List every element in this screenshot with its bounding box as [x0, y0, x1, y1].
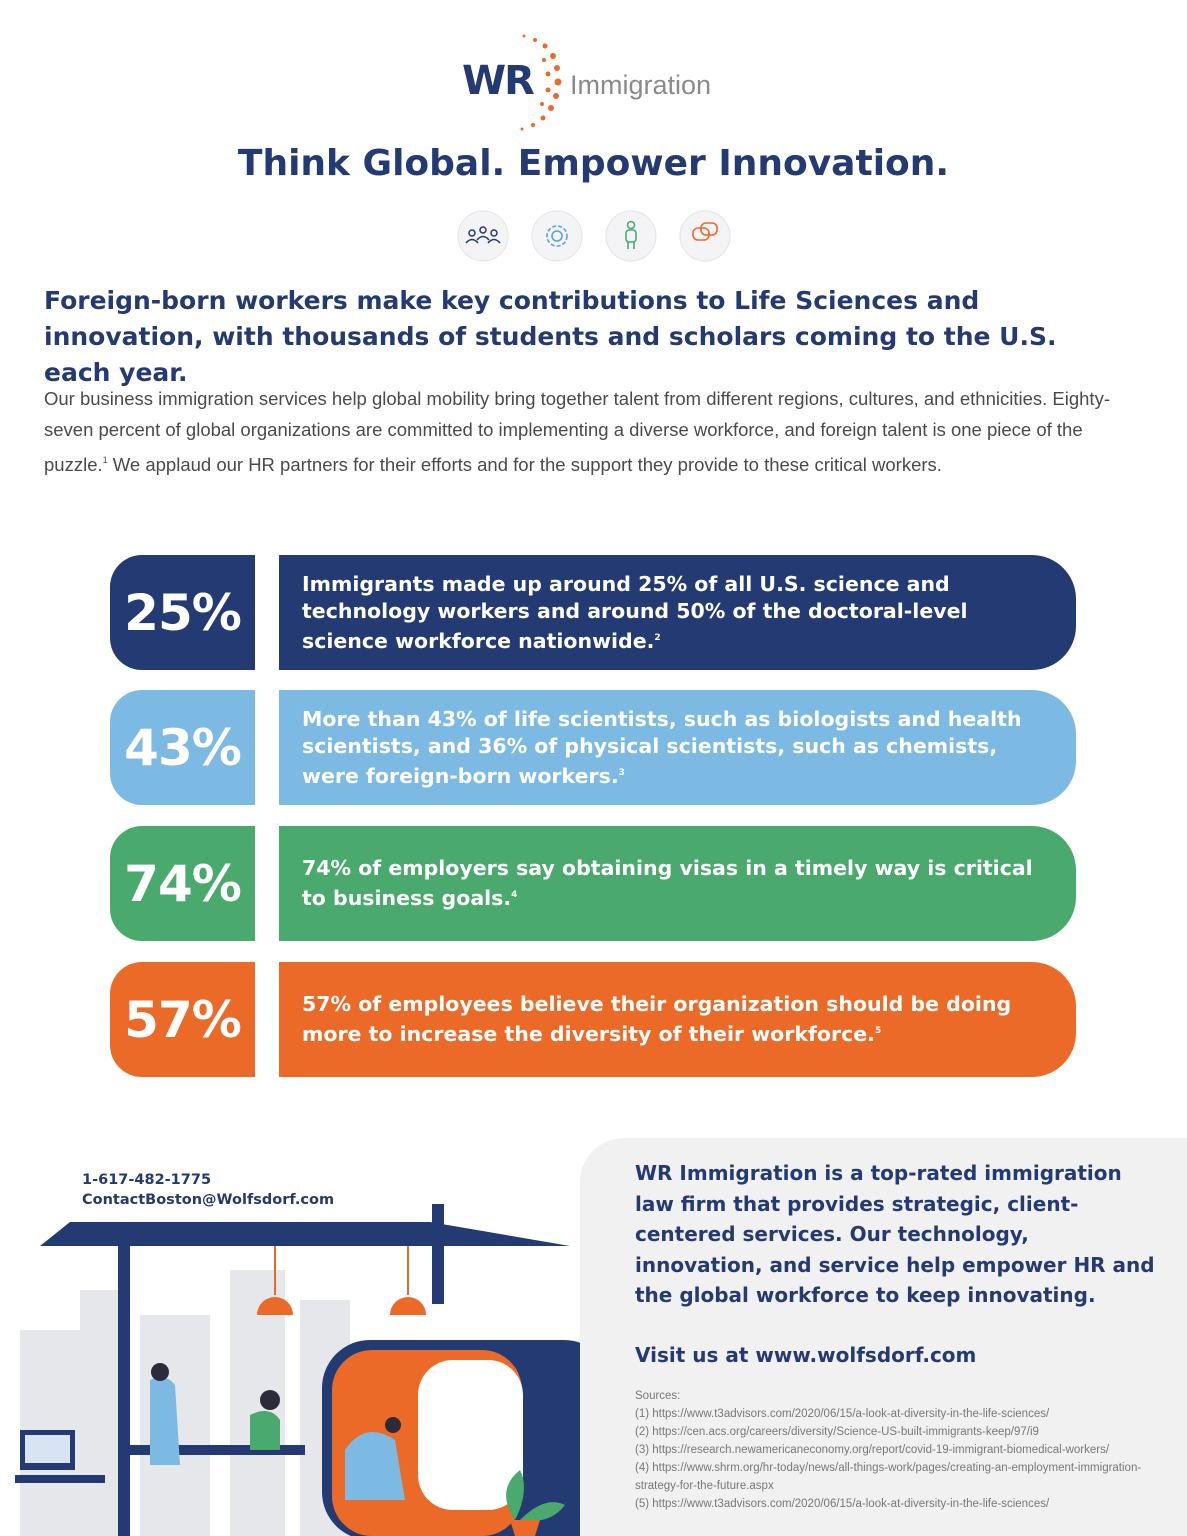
stat-box: 74% of employers say obtaining visas in …	[279, 826, 1076, 941]
stat-box: 57% of employees believe their organizat…	[279, 962, 1076, 1077]
footnote: 1	[102, 455, 108, 465]
stat-description: More than 43% of life scientists, such a…	[302, 706, 1022, 788]
stat-box: More than 43% of life scientists, such a…	[279, 690, 1076, 805]
stat-text: Immigrants made up around 25% of all U.S…	[302, 571, 1042, 655]
stat-box: Immigrants made up around 25% of all U.S…	[279, 555, 1076, 670]
stat-text: 74% of employers say obtaining visas in …	[302, 855, 1042, 912]
footnote: 3	[618, 767, 625, 778]
logo-mark: WR	[462, 58, 535, 104]
email[interactable]: ContactBoston@Wolfsdorf.com	[82, 1192, 335, 1208]
sources-title: Sources:	[635, 1390, 681, 1402]
footnote: 4	[511, 890, 518, 900]
illustration	[15, 1204, 580, 1536]
stat-description: 57% of employees believe their organizat…	[302, 992, 1012, 1046]
footnote: 5	[874, 1026, 882, 1036]
contact: 1-617-482-1775 ContactBoston@Wolfsdorf.c…	[82, 1170, 334, 1210]
intro-paragraph: Our business immigration services help g…	[44, 383, 1134, 480]
icon-row	[457, 210, 731, 262]
about-panel	[580, 1138, 1187, 1536]
footnote: 2	[654, 632, 661, 643]
source-item: (5) https://www.t3advisors.com/2020/06/1…	[635, 1498, 1050, 1510]
about-text: WR Immigration is a top-rated immigratio…	[635, 1161, 1155, 1307]
stat-text: More than 43% of life scientists, such a…	[302, 706, 1042, 790]
logo-name: Immigration	[570, 70, 712, 100]
source-item: (1) https://www.t3advisors.com/2020/06/1…	[635, 1408, 1050, 1420]
stat-description: 74% of employers say obtaining visas in …	[302, 856, 1033, 910]
stat-value: 74%	[110, 826, 255, 941]
source-item: (2) https://cen.acs.org/careers/diversit…	[635, 1426, 1039, 1438]
source-item: (4) https://www.shrm.org/hr-today/news/a…	[635, 1462, 1142, 1492]
stat-value: 43%	[110, 690, 255, 805]
sources: Sources: (1) https://www.t3advisors.com/…	[635, 1387, 1180, 1513]
stat-description: Immigrants made up around 25% of all U.S…	[302, 571, 968, 653]
intro-text: We applaud our HR partners for their eff…	[107, 454, 942, 475]
subheadline: Foreign-born workers make key contributi…	[44, 286, 1057, 387]
stat-value: 25%	[110, 555, 255, 670]
visit-link[interactable]: Visit us at www.wolfsdorf.com	[635, 1343, 977, 1367]
phone[interactable]: 1-617-482-1775	[82, 1172, 212, 1188]
source-item: (3) https://research.newamericaneconomy.…	[635, 1444, 1110, 1456]
stat-value: 57%	[110, 962, 255, 1077]
stat-text: 57% of employees believe their organizat…	[302, 991, 1042, 1048]
headline: Think Global. Empower Innovation.	[237, 143, 950, 184]
intro-text: Our business immigration services help g…	[44, 388, 1110, 475]
logo-dots	[520, 34, 562, 131]
